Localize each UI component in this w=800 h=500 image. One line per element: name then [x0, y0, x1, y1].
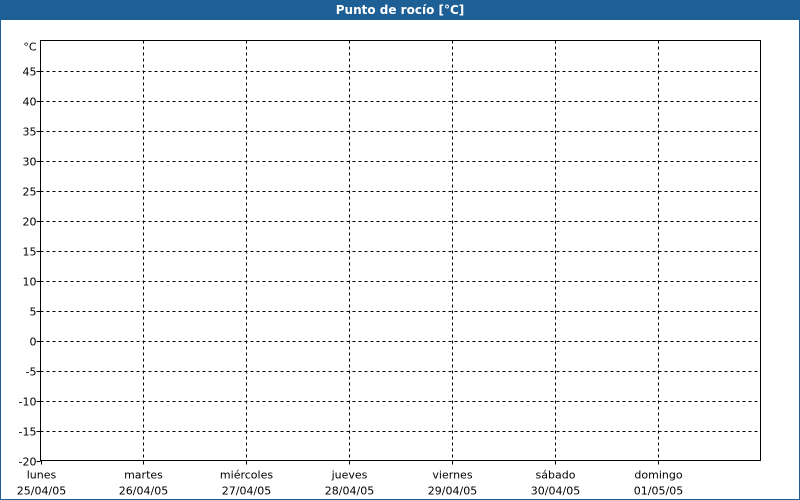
y-tick-label: 5 — [30, 306, 37, 319]
chart-title: Punto de rocío [°C] — [0, 0, 800, 20]
y-tick-label: 45 — [23, 66, 37, 79]
y-tick-label: 15 — [23, 246, 37, 259]
x-tick-date: 30/04/05 — [531, 485, 580, 498]
x-tick-date: 29/04/05 — [428, 485, 477, 498]
y-tick-label: 10 — [23, 276, 37, 289]
x-tick-date: 28/04/05 — [325, 485, 374, 498]
y-tick-label: 30 — [23, 156, 37, 169]
x-tick-date: 25/04/05 — [17, 485, 66, 498]
x-tick-day: domingo — [634, 469, 682, 482]
x-tick-day: viernes — [432, 469, 472, 482]
y-axis-unit: °C — [23, 41, 37, 54]
x-tick-day: jueves — [331, 469, 368, 482]
y-tick-label: 0 — [30, 336, 37, 349]
x-tick-day: martes — [124, 469, 163, 482]
y-tick-label: -10 — [19, 396, 37, 409]
y-tick-label: 25 — [23, 186, 37, 199]
plot-area — [40, 40, 761, 461]
y-tick-label: 40 — [23, 96, 37, 109]
x-tick-date: 26/04/05 — [119, 485, 168, 498]
y-tick-label: -20 — [19, 456, 37, 469]
x-tick-day: sábado — [536, 469, 576, 482]
y-tick-label: -5 — [26, 366, 37, 379]
y-tick-label: 35 — [23, 126, 37, 139]
x-tick-date: 27/04/05 — [222, 485, 271, 498]
x-tick-date: 01/05/05 — [634, 485, 683, 498]
x-tick-day: lunes — [27, 469, 57, 482]
y-tick-label: 20 — [23, 216, 37, 229]
y-tick-label: -15 — [19, 426, 37, 439]
x-tick-day: miércoles — [220, 469, 273, 482]
